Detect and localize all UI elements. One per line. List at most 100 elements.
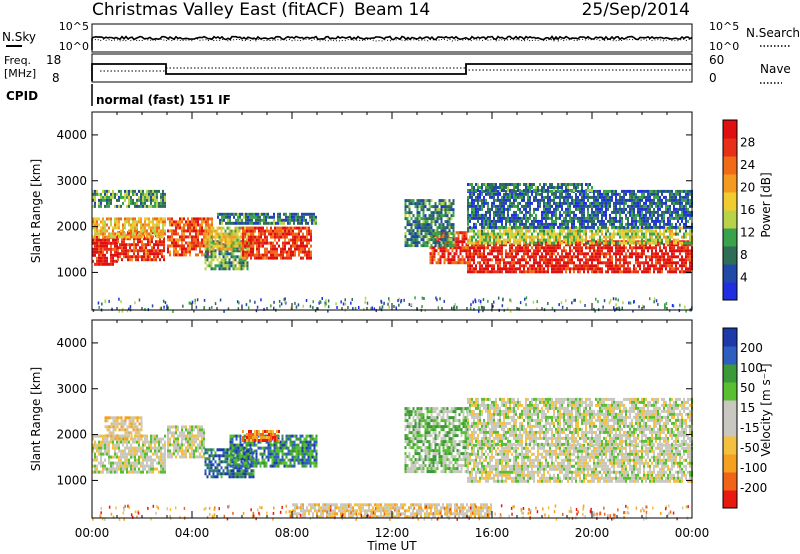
heatmap-cell <box>505 252 507 256</box>
heatmap-cell <box>623 238 625 242</box>
heatmap-cell <box>461 255 464 259</box>
heatmap-cell <box>539 225 541 229</box>
heatmap-cell <box>655 192 657 196</box>
heatmap-cell <box>587 264 589 268</box>
heatmap-cell <box>527 246 529 250</box>
heatmap-cell <box>657 258 659 262</box>
heatmap-cell <box>120 192 122 196</box>
heatmap-cell <box>112 195 114 199</box>
heatmap-cell <box>649 232 651 236</box>
heatmap-cell <box>637 207 639 211</box>
heatmap-cell <box>247 221 249 225</box>
heatmap-cell <box>643 264 645 268</box>
heatmap-cell <box>94 235 96 239</box>
heatmap-cell <box>675 232 677 236</box>
heatmap-cell <box>289 215 291 219</box>
heatmap-cell <box>633 201 635 205</box>
heatmap-cell <box>118 220 120 224</box>
heatmap-cell <box>575 243 577 247</box>
heatmap-cell <box>139 246 141 250</box>
heatmap-cell <box>489 186 491 189</box>
heatmap-cell <box>92 250 94 254</box>
heatmap-cell <box>665 189 667 193</box>
heatmap-cell <box>605 192 607 196</box>
heatmap-cell <box>118 198 120 202</box>
heatmap-cell <box>426 199 429 203</box>
heatmap-cell <box>308 250 310 254</box>
heatmap-cell <box>593 246 595 250</box>
heatmap-cell <box>513 249 515 253</box>
heatmap-cell <box>120 195 122 199</box>
heatmap-cell <box>408 199 411 203</box>
heatmap-cell <box>244 235 246 239</box>
heatmap-cell <box>276 250 278 254</box>
heatmap-cell <box>151 237 153 241</box>
heatmap-cell <box>116 259 118 263</box>
heatmap-cell <box>283 212 285 216</box>
heatmap-cell <box>625 232 627 236</box>
heatmap-cell <box>102 235 104 239</box>
heatmap-cell <box>214 267 217 271</box>
heatmap-cell <box>585 219 587 223</box>
heatmap-cell <box>517 246 519 250</box>
heatmap-cell <box>659 264 661 268</box>
heatmap-cell <box>153 255 155 259</box>
heatmap-cell <box>304 244 306 248</box>
heatmap-cell <box>270 241 272 245</box>
heatmap-cell <box>137 240 139 244</box>
heatmap-cell <box>286 253 288 257</box>
heatmap-cell <box>430 232 433 236</box>
heatmap-cell <box>483 213 485 217</box>
heatmap-cell <box>667 270 669 274</box>
heatmap-cell <box>475 267 477 271</box>
heatmap-cell <box>271 215 273 219</box>
heatmap-cell <box>547 264 549 268</box>
heatmap-cell <box>593 258 595 262</box>
heatmap-cell <box>443 249 446 253</box>
heatmap-cell <box>665 201 667 205</box>
heatmap-cell <box>605 225 607 229</box>
heatmap-cell <box>573 222 575 226</box>
heatmap-cell <box>635 255 637 259</box>
heatmap-cell <box>689 270 691 274</box>
heatmap-cell <box>212 252 215 256</box>
heatmap-cell <box>220 252 223 256</box>
heatmap-cell <box>623 201 625 205</box>
heatmap-cell <box>134 201 136 205</box>
heatmap-cell <box>142 223 144 227</box>
heatmap-cell <box>613 229 615 233</box>
heatmap-cell <box>551 189 553 193</box>
heatmap-cell <box>159 243 161 247</box>
heatmap-cell <box>282 247 284 251</box>
heatmap-cell <box>575 186 577 189</box>
heatmap-cell <box>497 207 499 211</box>
heatmap-cell <box>100 226 102 230</box>
heatmap-cell <box>551 267 553 271</box>
heatmap-cell <box>471 198 473 202</box>
heatmap-cell <box>160 232 162 236</box>
heatmap-cell <box>521 195 523 199</box>
heatmap-cell <box>679 213 681 217</box>
heatmap-cell <box>228 264 231 268</box>
heatmap-cell <box>525 252 527 256</box>
heatmap-cell <box>583 207 585 211</box>
heatmap-cell <box>292 226 294 230</box>
heatmap-cell <box>309 212 311 216</box>
heatmap-cell <box>487 264 489 268</box>
heatmap-cell <box>273 221 275 225</box>
heatmap-cell <box>158 229 160 233</box>
heatmap-cell <box>134 229 136 233</box>
heatmap-cell <box>687 225 689 229</box>
heatmap-cell <box>577 246 579 250</box>
heatmap-cell <box>246 253 248 257</box>
heatmap-cell <box>571 219 573 223</box>
heatmap-cell <box>491 204 493 208</box>
heatmap-cell <box>414 205 417 209</box>
heatmap-cell <box>298 232 300 236</box>
heatmap-cell <box>589 195 591 199</box>
heatmap-cell <box>593 267 595 271</box>
heatmap-cell <box>533 255 535 259</box>
heatmap-cell <box>591 232 593 236</box>
heatmap-cell <box>96 250 98 254</box>
heatmap-cell <box>457 255 460 259</box>
